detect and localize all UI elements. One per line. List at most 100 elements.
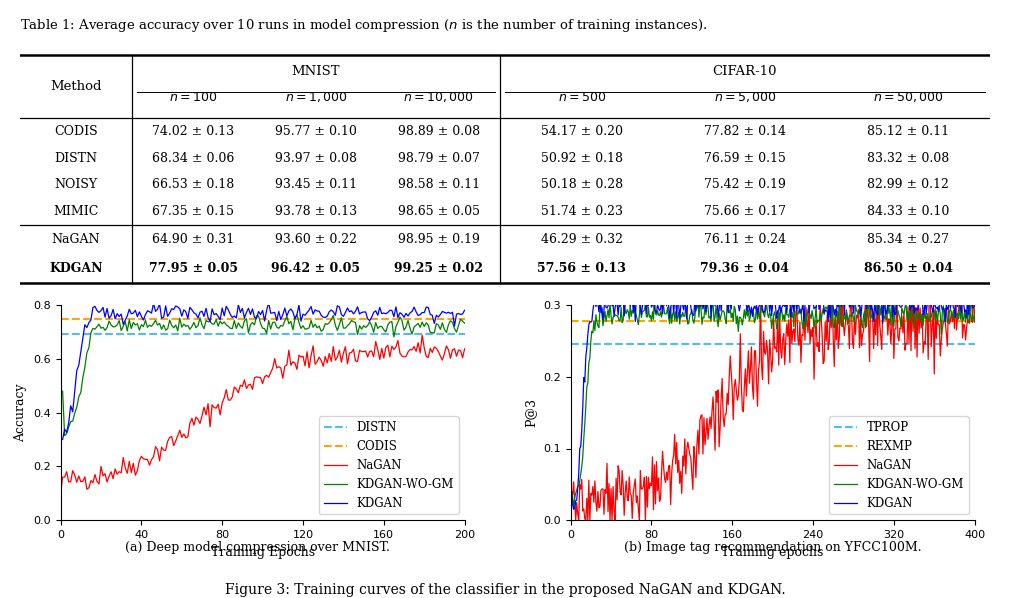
NaGAN	[224, 396, 236, 404]
Text: Figure 3: Training curves of the classifier in the proposed NaGAN and KDGAN.: Figure 3: Training curves of the classif…	[224, 583, 786, 597]
REXMP	[565, 317, 577, 324]
Text: 77.82 ± 0.14: 77.82 ± 0.14	[704, 125, 786, 138]
Text: $n = 5,000$: $n = 5,000$	[714, 90, 777, 104]
Y-axis label: Accuracy: Accuracy	[14, 383, 27, 442]
Text: 98.79 ± 0.07: 98.79 ± 0.07	[398, 152, 480, 164]
KDGAN	[617, 294, 629, 301]
KDGAN	[862, 295, 874, 303]
Text: $n = 100$: $n = 100$	[169, 91, 217, 103]
Legend: DISTN, CODIS, NaGAN, KDGAN-WO-GM, KDGAN: DISTN, CODIS, NaGAN, KDGAN-WO-GM, KDGAN	[319, 416, 459, 514]
KDGAN-WO-GM	[862, 307, 874, 314]
Text: 98.89 ± 0.08: 98.89 ± 0.08	[398, 125, 480, 138]
KDGAN-WO-GM	[833, 291, 845, 298]
Text: 46.29 ± 0.32: 46.29 ± 0.32	[540, 233, 623, 246]
KDGAN	[224, 311, 236, 318]
Legend: TPROP, REXMP, NaGAN, KDGAN-WO-GM, KDGAN: TPROP, REXMP, NaGAN, KDGAN-WO-GM, KDGAN	[829, 416, 969, 514]
Line: KDGAN: KDGAN	[61, 303, 465, 440]
CODIS	[57, 315, 69, 322]
NaGAN	[873, 287, 885, 294]
Text: NaGAN: NaGAN	[52, 233, 100, 246]
TPROP	[565, 341, 577, 348]
Text: 50.18 ± 0.28: 50.18 ± 0.28	[540, 178, 623, 191]
Text: $n = 50,000$: $n = 50,000$	[873, 90, 943, 104]
KDGAN	[969, 303, 981, 310]
KDGAN-WO-GM	[59, 432, 71, 440]
KDGAN-WO-GM	[57, 388, 69, 395]
DISTN	[55, 330, 67, 337]
Text: 95.77 ± 0.10: 95.77 ± 0.10	[275, 125, 357, 138]
Text: 50.92 ± 0.18: 50.92 ± 0.18	[540, 152, 623, 164]
Text: CIFAR-10: CIFAR-10	[713, 65, 778, 78]
KDGAN-WO-GM	[459, 319, 471, 327]
Text: (a) Deep model compression over MNIST.: (a) Deep model compression over MNIST.	[125, 541, 390, 554]
KDGAN	[660, 280, 672, 287]
Text: 93.60 ± 0.22: 93.60 ± 0.22	[275, 233, 357, 246]
Line: KDGAN-WO-GM: KDGAN-WO-GM	[571, 294, 975, 513]
CODIS	[55, 315, 67, 322]
KDGAN	[711, 294, 723, 301]
NaGAN	[969, 319, 981, 326]
Text: 64.90 ± 0.31: 64.90 ± 0.31	[152, 233, 234, 246]
KDGAN-WO-GM	[428, 329, 440, 337]
KDGAN	[57, 436, 69, 443]
Text: 68.34 ± 0.06: 68.34 ± 0.06	[152, 152, 234, 164]
KDGAN-WO-GM	[786, 314, 798, 321]
Line: NaGAN: NaGAN	[571, 291, 975, 520]
Text: 74.02 ± 0.13: 74.02 ± 0.13	[153, 125, 234, 138]
NaGAN	[416, 332, 428, 339]
Text: 93.97 ± 0.08: 93.97 ± 0.08	[275, 152, 357, 164]
Text: 76.11 ± 0.24: 76.11 ± 0.24	[704, 233, 786, 246]
KDGAN-WO-GM	[291, 311, 303, 318]
KDGAN	[55, 436, 67, 443]
Text: 86.50 ± 0.04: 86.50 ± 0.04	[864, 262, 952, 275]
Text: 83.32 ± 0.08: 83.32 ± 0.08	[867, 152, 949, 164]
Text: 77.95 ± 0.05: 77.95 ± 0.05	[148, 262, 237, 275]
Text: $n = 500$: $n = 500$	[558, 91, 606, 103]
Line: KDGAN-WO-GM: KDGAN-WO-GM	[61, 315, 465, 436]
Text: 75.66 ± 0.17: 75.66 ± 0.17	[704, 205, 786, 218]
Text: 82.99 ± 0.12: 82.99 ± 0.12	[868, 178, 949, 191]
Text: Table 1: Average accuracy over 10 runs in model compression ($n$ is the number o: Table 1: Average accuracy over 10 runs i…	[20, 17, 708, 35]
Text: (b) Image tag recommendation on YFCC100M.: (b) Image tag recommendation on YFCC100M…	[624, 541, 921, 554]
Text: KDGAN: KDGAN	[49, 262, 103, 275]
KDGAN	[263, 299, 275, 306]
KDGAN	[275, 316, 287, 323]
NaGAN	[55, 490, 67, 497]
KDGAN-WO-GM	[204, 318, 216, 325]
NaGAN	[459, 345, 471, 352]
KDGAN	[426, 312, 438, 319]
KDGAN-WO-GM	[226, 325, 238, 332]
KDGAN	[202, 314, 214, 321]
REXMP	[566, 317, 578, 324]
Text: Method: Method	[50, 80, 102, 93]
KDGAN-WO-GM	[275, 322, 287, 329]
Y-axis label: P@3: P@3	[524, 398, 537, 427]
Text: 85.34 ± 0.27: 85.34 ± 0.27	[868, 233, 949, 246]
Text: DISTN: DISTN	[55, 152, 97, 164]
KDGAN-WO-GM	[969, 310, 981, 318]
NaGAN	[91, 478, 103, 485]
Text: 51.74 ± 0.23: 51.74 ± 0.23	[540, 205, 623, 218]
KDGAN-WO-GM	[93, 321, 105, 328]
NaGAN	[769, 344, 781, 352]
Text: 79.36 ± 0.04: 79.36 ± 0.04	[701, 262, 790, 275]
Text: 84.33 ± 0.10: 84.33 ± 0.10	[867, 205, 949, 218]
KDGAN-WO-GM	[822, 302, 834, 309]
Text: 93.78 ± 0.13: 93.78 ± 0.13	[275, 205, 357, 218]
TPROP	[566, 341, 578, 348]
KDGAN-WO-GM	[55, 388, 67, 395]
NaGAN	[565, 502, 577, 509]
KDGAN	[459, 307, 471, 314]
KDGAN-WO-GM	[617, 317, 629, 324]
Text: 54.17 ± 0.20: 54.17 ± 0.20	[540, 125, 623, 138]
KDGAN-WO-GM	[565, 509, 577, 517]
NaGAN	[618, 512, 630, 519]
NaGAN	[711, 398, 723, 405]
Text: 75.42 ± 0.19: 75.42 ± 0.19	[704, 178, 786, 191]
Text: 98.95 ± 0.19: 98.95 ± 0.19	[398, 233, 480, 246]
NaGAN	[862, 298, 874, 306]
KDGAN	[91, 307, 103, 314]
Text: 67.35 ± 0.15: 67.35 ± 0.15	[153, 205, 234, 218]
Text: 99.25 ± 0.02: 99.25 ± 0.02	[394, 262, 483, 275]
Text: MNIST: MNIST	[292, 65, 340, 78]
